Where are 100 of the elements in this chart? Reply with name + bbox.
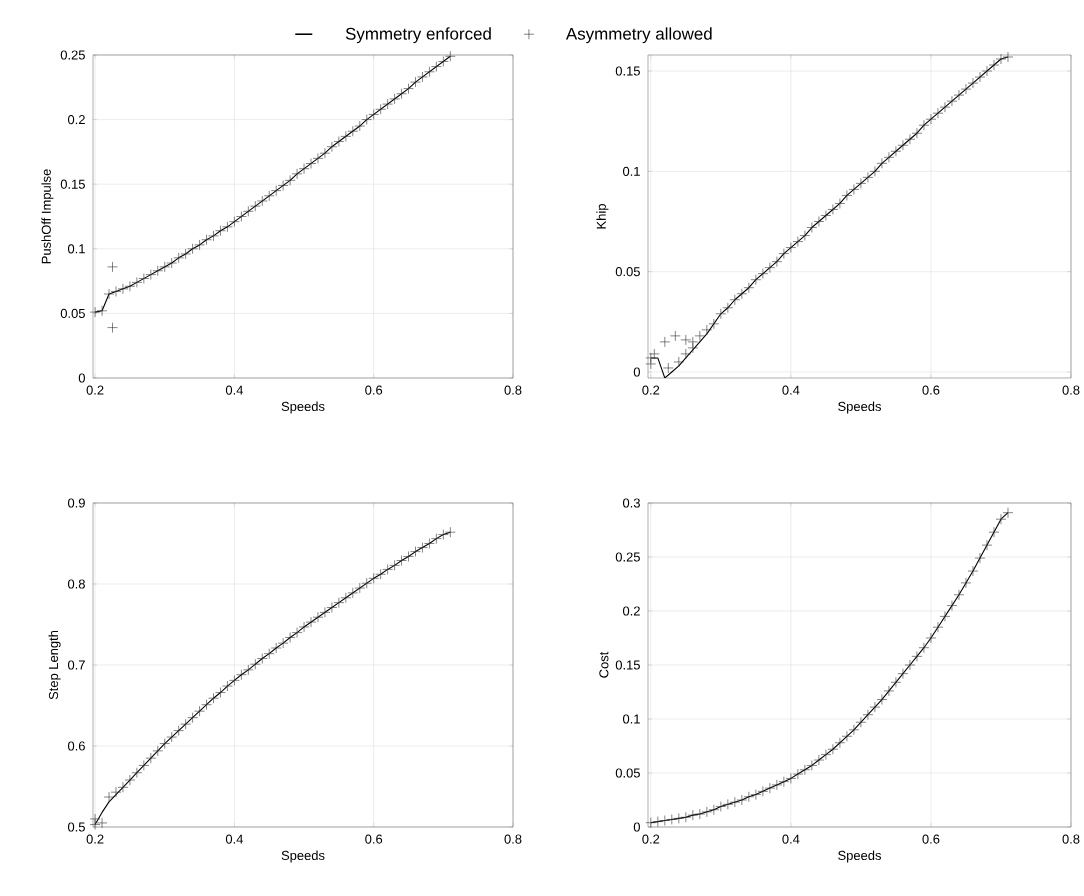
point xyxy=(806,222,818,233)
point xyxy=(939,611,951,622)
point xyxy=(208,230,219,242)
point xyxy=(680,811,692,823)
point xyxy=(988,59,1000,71)
point xyxy=(960,83,972,95)
point xyxy=(103,288,115,300)
point xyxy=(764,782,776,794)
point xyxy=(680,334,692,346)
point xyxy=(333,597,345,608)
point xyxy=(145,752,157,764)
y-axis-title: Cost xyxy=(599,651,609,678)
point xyxy=(799,764,811,776)
point xyxy=(757,786,769,797)
point xyxy=(652,816,664,827)
point xyxy=(792,768,804,780)
point xyxy=(820,210,832,221)
point xyxy=(173,252,184,264)
point xyxy=(243,206,254,217)
point xyxy=(663,362,674,374)
point xyxy=(862,709,874,720)
y-tick-label: 0 xyxy=(633,367,640,377)
point xyxy=(424,538,435,549)
point xyxy=(298,621,310,633)
point xyxy=(974,71,986,83)
point xyxy=(771,256,783,267)
x-tick-label: 0.2 xyxy=(642,834,660,844)
point xyxy=(403,551,414,562)
point xyxy=(736,794,748,806)
point xyxy=(173,725,184,736)
point xyxy=(263,190,275,202)
point xyxy=(208,692,219,704)
point xyxy=(152,265,164,277)
point xyxy=(410,546,421,557)
x-tick-label: 0.8 xyxy=(1062,834,1080,844)
point xyxy=(729,294,741,306)
y-tick-label: 0.25 xyxy=(615,552,640,562)
point xyxy=(743,791,755,803)
point xyxy=(757,268,769,279)
point xyxy=(813,754,825,766)
point xyxy=(117,283,129,295)
point xyxy=(673,356,685,368)
point xyxy=(319,147,331,159)
y-tick-label: 0.1 xyxy=(622,714,640,724)
point xyxy=(862,172,874,183)
point xyxy=(277,180,289,191)
x-tick-label: 0.6 xyxy=(922,834,940,844)
point xyxy=(715,801,727,812)
point xyxy=(785,242,797,253)
point xyxy=(813,216,825,227)
x-tick-label: 0.2 xyxy=(642,385,660,395)
point xyxy=(869,166,881,177)
point xyxy=(229,216,240,227)
point xyxy=(876,158,888,169)
point xyxy=(932,107,944,119)
x-tick-label: 0.6 xyxy=(365,834,383,844)
y-axis-title: PushOff Impulse xyxy=(41,169,54,264)
point xyxy=(708,804,720,816)
point xyxy=(107,322,118,333)
point xyxy=(110,286,122,297)
point xyxy=(103,791,115,803)
point xyxy=(729,796,741,808)
point xyxy=(918,642,930,654)
point xyxy=(305,616,317,628)
point xyxy=(946,600,958,611)
point xyxy=(236,669,247,681)
point xyxy=(897,668,909,679)
point xyxy=(222,221,233,233)
point xyxy=(438,529,449,540)
point xyxy=(988,526,1000,538)
point xyxy=(645,817,657,828)
point xyxy=(673,813,685,824)
point xyxy=(715,308,727,320)
point xyxy=(145,269,157,280)
x-axis-title: Speeds xyxy=(838,850,882,863)
point xyxy=(445,526,456,538)
point xyxy=(841,730,853,742)
point xyxy=(396,88,407,100)
point xyxy=(771,779,783,791)
point xyxy=(827,204,839,215)
point xyxy=(424,66,435,78)
point xyxy=(131,767,143,779)
point xyxy=(375,568,386,580)
point xyxy=(897,139,909,151)
x-tick-label: 0.4 xyxy=(225,385,244,395)
point xyxy=(326,602,338,613)
point xyxy=(382,564,393,575)
point xyxy=(417,542,428,553)
point xyxy=(743,282,755,294)
point xyxy=(249,658,261,670)
y-tick-label: 0 xyxy=(633,822,640,832)
point xyxy=(904,659,916,671)
point xyxy=(270,642,282,654)
point xyxy=(249,200,261,212)
point xyxy=(834,198,846,209)
y-axis-title: Step Length xyxy=(48,630,61,700)
point xyxy=(855,178,867,189)
point xyxy=(222,680,233,692)
x-tick-label: 0.2 xyxy=(86,834,104,844)
point xyxy=(347,587,359,599)
